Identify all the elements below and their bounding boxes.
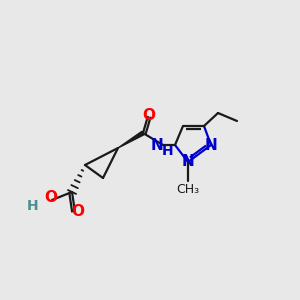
- Text: H: H: [27, 199, 39, 213]
- Polygon shape: [118, 131, 144, 148]
- Text: N: N: [150, 139, 163, 154]
- Text: N: N: [182, 154, 194, 169]
- Text: O: O: [44, 190, 58, 206]
- Text: H: H: [162, 144, 174, 158]
- Text: O: O: [142, 107, 155, 122]
- Text: CH₃: CH₃: [176, 183, 200, 196]
- Text: N: N: [205, 137, 218, 152]
- Text: O: O: [71, 205, 85, 220]
